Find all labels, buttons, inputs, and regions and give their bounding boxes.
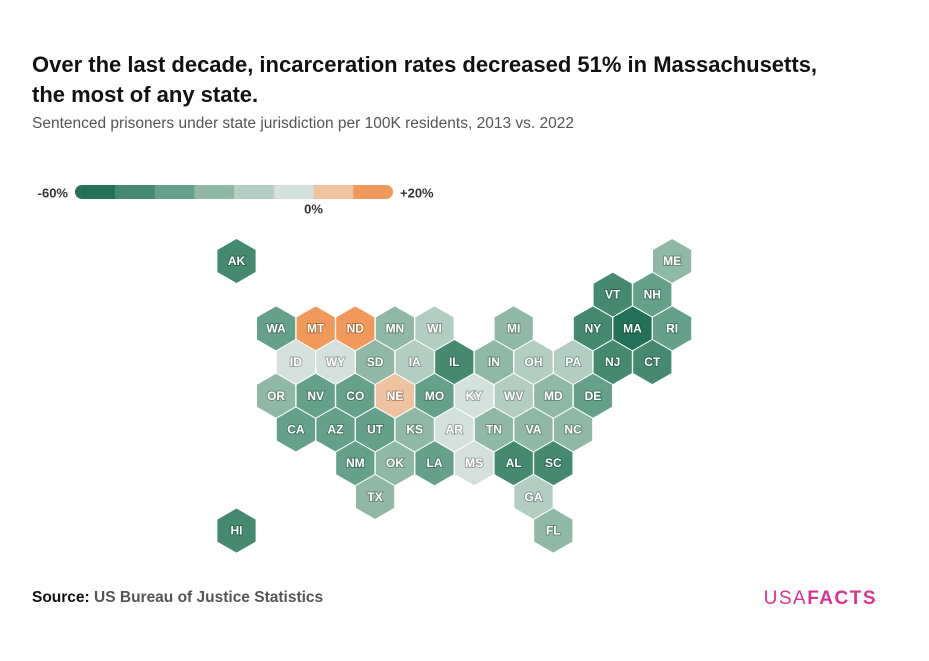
state-label: MI [507, 321, 520, 335]
legend-swatch [234, 185, 275, 199]
state-hex [533, 507, 574, 554]
state-label: NH [644, 288, 661, 302]
state-label: ID [290, 355, 302, 369]
state-label: CO [346, 389, 364, 403]
legend: -60% 0% +20% [38, 185, 434, 216]
state-label: AK [228, 254, 246, 268]
state-label: MD [544, 389, 563, 403]
legend-swatch [273, 185, 314, 199]
state-label: IN [488, 355, 500, 369]
logo-bold: FACTS [807, 588, 877, 609]
legend-swatch [75, 185, 116, 199]
state-label: KY [466, 389, 483, 403]
legend-label: -60% [38, 185, 69, 200]
legend-label: 0% [304, 201, 323, 216]
source-text: US Bureau of Justice Statistics [94, 589, 323, 606]
state-label: TN [486, 423, 502, 437]
state-label: FL [546, 524, 561, 538]
state-label: AZ [328, 423, 344, 437]
state-label: HI [231, 524, 243, 538]
state-label: NE [387, 389, 404, 403]
state-label: RI [666, 321, 678, 335]
state-hex [216, 237, 257, 285]
legend-label: +20% [400, 185, 434, 200]
state-label: WA [266, 321, 286, 335]
state-label: MN [386, 321, 405, 335]
state-label: OR [267, 389, 285, 403]
state-label: SD [367, 355, 384, 369]
subtitle: Sentenced prisoners under state jurisdic… [32, 115, 574, 132]
state-label: MT [307, 321, 325, 335]
legend-swatch [114, 185, 155, 199]
state-label: UT [367, 423, 384, 437]
logo-light: USA [764, 588, 808, 609]
source-label: Source: [32, 589, 90, 606]
state-label: CT [644, 355, 661, 369]
state-label: LA [427, 456, 443, 470]
state-hex [216, 507, 257, 554]
state-label: ME [663, 254, 681, 268]
state-label: WV [504, 389, 523, 403]
legend-swatch [353, 185, 393, 199]
title: Over the last decade, incarceration rate… [32, 52, 817, 77]
state-label: VA [526, 423, 542, 437]
state-label: PA [565, 355, 581, 369]
state-label: AR [446, 423, 464, 437]
state-label: VT [605, 288, 621, 302]
logo: USAFACTS [764, 588, 877, 609]
state-hex [355, 473, 396, 521]
state-label: DE [585, 389, 602, 403]
state-label: MS [465, 456, 483, 470]
state-label: NV [307, 389, 324, 403]
state-label: SC [545, 456, 562, 470]
state-label: GA [525, 490, 543, 504]
state-label: NY [585, 321, 602, 335]
state-label: TX [367, 490, 382, 504]
state-label: KS [406, 423, 423, 437]
state-label: OK [386, 456, 404, 470]
legend-swatch [313, 185, 354, 199]
state-label: IA [409, 355, 421, 369]
state-label: IL [449, 355, 460, 369]
source: Source: US Bureau of Justice Statistics [32, 589, 323, 606]
state-label: NM [346, 456, 365, 470]
state-label: NJ [605, 355, 620, 369]
state-label: WY [326, 355, 345, 369]
title: the most of any state. [32, 82, 258, 107]
state-label: MO [425, 389, 444, 403]
state-label: OH [525, 355, 543, 369]
state-hex [632, 338, 673, 386]
state-label: AL [506, 456, 522, 470]
state-label: NC [564, 423, 582, 437]
state-label: MA [623, 321, 642, 335]
legend-swatch [154, 185, 195, 199]
state-label: ND [347, 321, 365, 335]
state-label: CA [287, 423, 305, 437]
legend-swatch [194, 185, 235, 199]
hex-map: AK ME VT NH WA MT ND MN WI MI NY MA RI ID WY SD IA IL IN OH… [216, 237, 693, 554]
state-label: WI [427, 321, 442, 335]
